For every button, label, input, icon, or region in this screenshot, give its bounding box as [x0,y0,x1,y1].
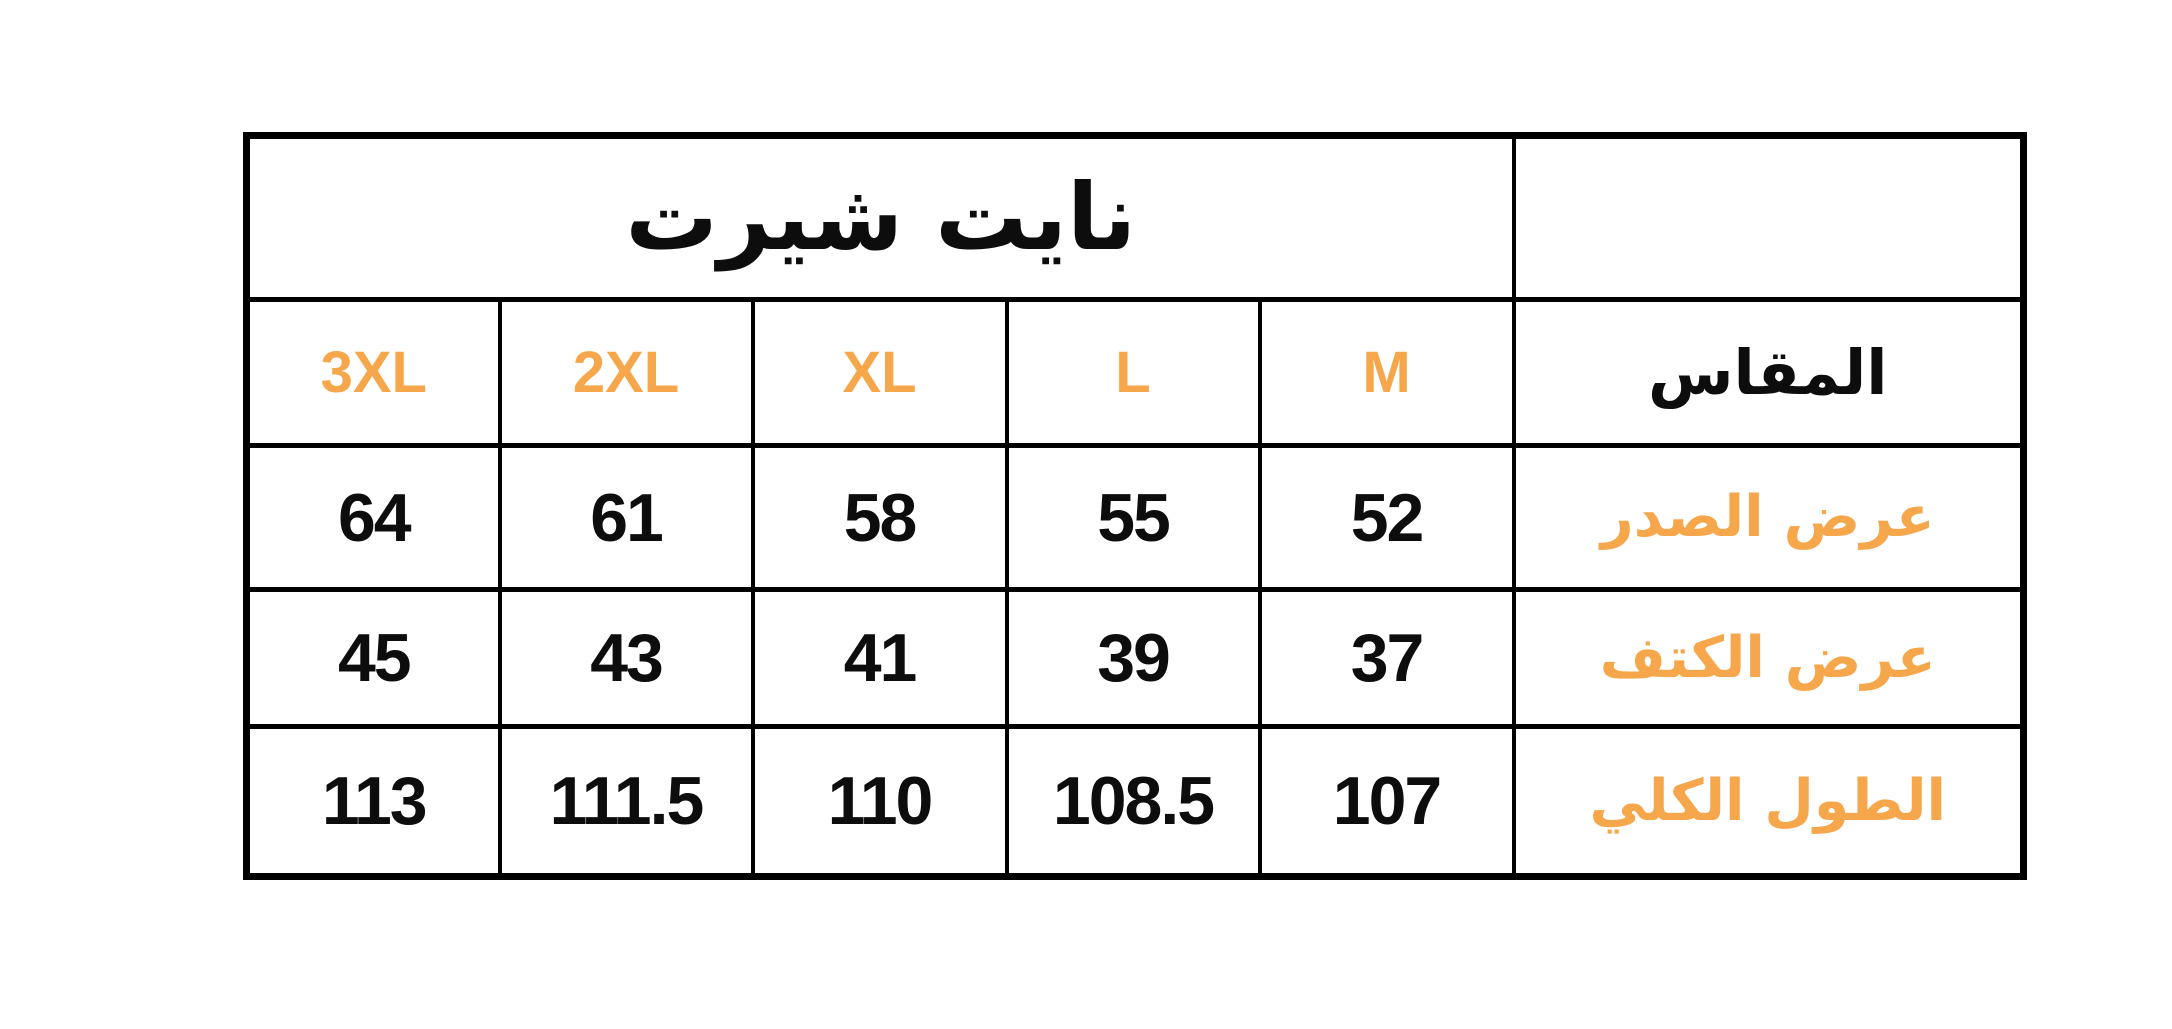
size-header-l: L [1004,297,1262,448]
size-header-2xl: 2XL [497,297,755,448]
row-label-total-length: الطول الكلي [1511,724,2026,879]
row-label-shoulder-width: عرض الكتف [1511,587,2026,729]
value-cell-length-xl: 110 [750,724,1009,879]
row-label-chest-width: عرض الصدر [1511,443,2026,592]
value-cell-chest-2xl: 61 [497,443,755,592]
value-cell-length-3xl: 113 [244,724,502,879]
value-cell-chest-xl: 58 [750,443,1009,592]
size-chart-table: نايت شيرت المقاس M L XL 2XL 3XL عرض الصد… [243,132,2028,880]
title-row: نايت شيرت [244,133,2026,302]
table-row-chest-width: عرض الصدر 52 55 58 61 64 [244,443,2026,592]
measure-column-header: المقاس [1511,297,2026,448]
table-row-shoulder-width: عرض الكتف 37 39 41 43 45 [244,587,2026,729]
value-cell-shoulder-2xl: 43 [497,587,755,729]
value-cell-length-m: 107 [1257,724,1516,879]
value-cell-length-l: 108.5 [1004,724,1262,879]
corner-empty-cell [1511,133,2026,302]
table-title: نايت شيرت [244,133,1516,302]
value-cell-chest-l: 55 [1004,443,1262,592]
value-cell-shoulder-xl: 41 [750,587,1009,729]
size-header-3xl: 3XL [244,297,502,448]
value-cell-shoulder-3xl: 45 [244,587,502,729]
size-header-m: M [1257,297,1516,448]
table-row-total-length: الطول الكلي 107 108.5 110 111.5 113 [244,724,2026,879]
size-header-xl: XL [750,297,1009,448]
value-cell-chest-3xl: 64 [244,443,502,592]
value-cell-shoulder-m: 37 [1257,587,1516,729]
value-cell-chest-m: 52 [1257,443,1516,592]
value-cell-length-2xl: 111.5 [497,724,755,879]
size-header-row: المقاس M L XL 2XL 3XL [244,297,2026,448]
value-cell-shoulder-l: 39 [1004,587,1262,729]
